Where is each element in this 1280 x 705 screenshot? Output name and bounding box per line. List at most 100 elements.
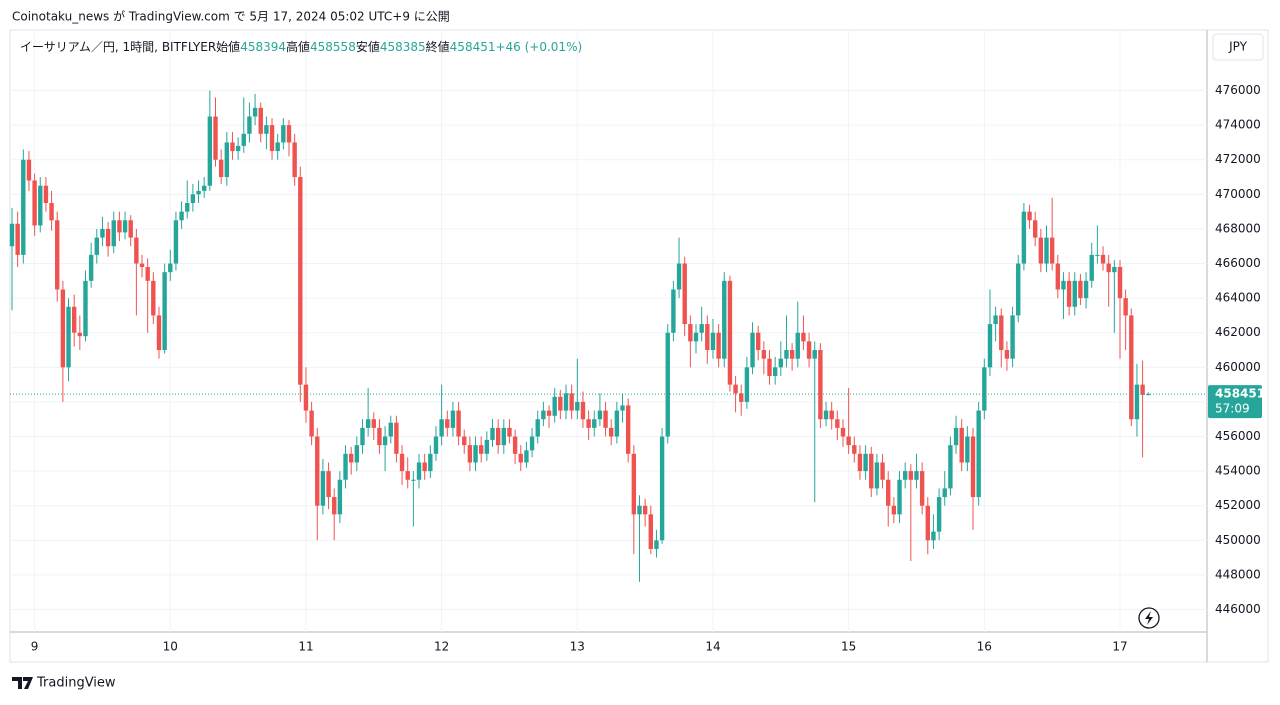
candle-body [925,505,930,541]
candle-body [100,228,105,238]
candle-body [292,142,297,178]
candle-body [569,393,574,411]
candle-body [162,272,167,351]
candle-body [614,410,620,437]
candle-body [987,324,993,368]
candle-body [450,410,456,428]
y-tick-label: 466000 [1215,256,1261,270]
candle-body [71,306,77,333]
candle-body [908,471,914,480]
candle-body [484,439,490,454]
candle-body [207,116,213,186]
candle-body [874,462,880,489]
candle-body [128,220,133,238]
candle-body [597,410,603,420]
candle-body [546,410,552,416]
candle-body [682,263,687,325]
candle-body [21,159,26,255]
candle-body [337,479,343,515]
candle-body [411,479,416,481]
candle-body [835,419,840,428]
candle-body [1055,263,1061,290]
y-tick-label: 476000 [1215,83,1261,97]
y-tick-label: 452000 [1215,498,1261,512]
candle-body [829,410,834,420]
candle-body [269,125,275,152]
candle-body [9,223,15,247]
candle-body [1049,237,1055,264]
candle-body [993,315,998,325]
candle-body [919,471,925,506]
candle-body [230,142,235,152]
candle-body [931,531,936,541]
candle-body [592,419,597,428]
caption: Coinotaku_news が TradingView.com で 5月 17… [12,9,450,24]
countdown: 57:09 [1215,402,1250,416]
candle-body [275,142,280,152]
y-tick-label: 468000 [1215,221,1261,235]
candle-body [38,185,43,226]
candle-body [320,471,326,506]
x-tick-label: 17 [1112,640,1127,654]
candle-body [710,332,716,351]
candle-body [315,436,320,506]
candle-body [1083,280,1089,299]
x-tick-label: 15 [841,640,856,654]
candle-body [213,116,218,160]
candle-body [976,410,981,498]
candle-body [185,202,190,212]
x-tick-label: 9 [31,640,39,654]
x-tick-label: 10 [163,640,178,654]
candle-body [264,125,269,134]
candle-body [258,107,263,134]
candle-body [1078,280,1083,299]
candle-body [778,358,784,368]
candle-body [196,190,201,195]
legend-item: 458385 [380,40,426,54]
y-tick-label: 470000 [1215,187,1261,201]
candle-body [869,453,874,489]
currency-button[interactable] [1212,33,1264,61]
candle-body [586,419,591,428]
y-tick-label: 454000 [1215,464,1261,478]
legend-item: +46 (+0.01%) [495,40,582,54]
candle-body [637,505,642,515]
x-tick-label: 14 [705,640,720,654]
legend-label: 終値 [426,39,450,54]
candle-body [1004,350,1010,359]
last-price: 458451 [1215,387,1265,401]
candle-body [1027,211,1032,221]
candle-body [439,419,444,437]
candle-body [26,159,32,181]
candle-body [818,350,823,420]
candle-body [1117,266,1123,299]
y-tick-label: 464000 [1215,291,1261,305]
x-tick-label: 11 [298,640,313,654]
lightning-glyph [1145,611,1153,625]
candle-body [727,280,733,385]
chart-frame [9,29,1269,663]
candle-body [625,405,631,454]
candle-body [812,350,817,359]
x-tick-label: 12 [434,640,449,654]
candle-body [767,358,772,376]
candle-body [179,211,184,221]
candle-body [190,194,196,203]
y-tick-label: 448000 [1215,567,1261,581]
candle-body [750,332,755,368]
candle-body [948,445,953,489]
candle-body [953,427,959,446]
candle-body [852,445,857,454]
candle-body [422,462,427,472]
candle-body [716,332,721,359]
candle-body [1146,394,1151,396]
candle-body [671,289,676,333]
candle-body [111,220,116,247]
candle-body [94,237,99,255]
candle-body [902,471,908,480]
candle-body [863,453,868,472]
candle-body [535,419,540,437]
candle-body [693,332,699,342]
candle-body [886,479,891,506]
